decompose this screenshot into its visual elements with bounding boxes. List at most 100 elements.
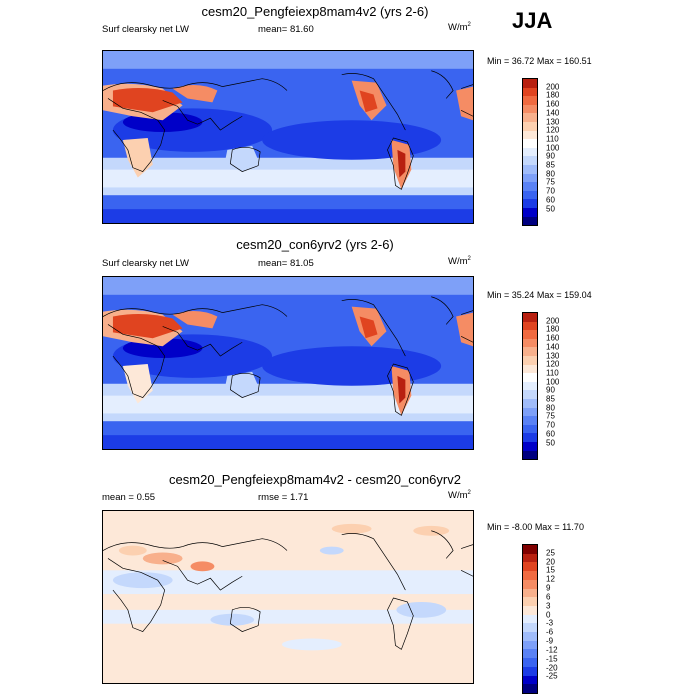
colorbar-tick-label: 200 bbox=[546, 316, 560, 326]
colorbar-swatch bbox=[523, 579, 537, 589]
colorbar-tick-label: 120 bbox=[546, 359, 560, 369]
colorbar-swatch bbox=[523, 164, 537, 174]
colorbar-swatch bbox=[523, 675, 537, 685]
colorbar-swatch bbox=[523, 545, 537, 554]
colorbar-swatch bbox=[523, 130, 537, 140]
panel2-units: W/m2 bbox=[448, 256, 471, 268]
panel3-rmse: rmse = 1.71 bbox=[258, 492, 308, 503]
panel1-units: W/m2 bbox=[448, 22, 471, 34]
colorbar-swatch bbox=[523, 87, 537, 97]
colorbar-tick-label: 75 bbox=[546, 177, 555, 187]
colorbar-swatch bbox=[523, 216, 537, 226]
colorbar-tick-label: 0 bbox=[546, 610, 551, 620]
colorbar-tick-label: 130 bbox=[546, 351, 560, 361]
colorbar-swatch bbox=[523, 649, 537, 659]
colorbar-tick-label: 70 bbox=[546, 420, 555, 430]
colorbar-swatch bbox=[523, 121, 537, 131]
panel3-mean: mean = 0.55 bbox=[102, 492, 155, 503]
panel2-variable-label: Surf clearsky net LW bbox=[102, 258, 189, 269]
colorbar-tick-label: -25 bbox=[546, 671, 558, 681]
colorbar-tick-label: -3 bbox=[546, 618, 554, 628]
panel1-mean-value: 81.60 bbox=[289, 24, 314, 35]
colorbar-swatch bbox=[523, 450, 537, 460]
colorbar-tick-label: 12 bbox=[546, 574, 555, 584]
colorbar-tick-label: 3 bbox=[546, 601, 551, 611]
colorbar-tick-label: -20 bbox=[546, 663, 558, 673]
colorbar-swatch bbox=[523, 562, 537, 572]
panel2-title: cesm20_con6yrv2 (yrs 2-6) bbox=[236, 237, 394, 252]
colorbar-swatch bbox=[523, 553, 537, 563]
colorbar-swatch bbox=[523, 330, 537, 339]
colorbar-swatch bbox=[523, 104, 537, 114]
colorbar-swatch bbox=[523, 614, 537, 624]
colorbar-swatch bbox=[523, 441, 537, 451]
colorbar-swatch bbox=[523, 416, 537, 425]
colorbar-tick-label: 80 bbox=[546, 169, 555, 179]
panel1-colorbar bbox=[522, 78, 538, 226]
colorbar-swatch bbox=[523, 381, 537, 391]
colorbar-swatch bbox=[523, 313, 537, 322]
colorbar-tick-label: 50 bbox=[546, 438, 555, 448]
colorbar-swatch bbox=[523, 684, 537, 693]
colorbar-tick-label: 110 bbox=[546, 368, 559, 378]
colorbar-tick-label: 140 bbox=[546, 108, 560, 118]
colorbar-swatch bbox=[523, 147, 537, 157]
colorbar-tick-label: 75 bbox=[546, 411, 555, 421]
colorbar-swatch bbox=[523, 605, 537, 615]
colorbar-tick-label: 140 bbox=[546, 342, 560, 352]
panel1-min-max: Min = 36.72 Max = 160.51 bbox=[487, 56, 592, 66]
colorbar-swatch bbox=[523, 640, 537, 650]
panel1-mean-label: mean= bbox=[258, 24, 288, 35]
colorbar-swatch bbox=[523, 173, 537, 183]
colorbar-tick-label: 25 bbox=[546, 548, 555, 558]
colorbar-swatch bbox=[523, 424, 537, 434]
colorbar-swatch bbox=[523, 199, 537, 208]
panel2-mean-value: 81.05 bbox=[289, 258, 314, 269]
colorbar-tick-label: 20 bbox=[546, 557, 555, 567]
colorbar-swatch bbox=[523, 207, 537, 217]
colorbar-tick-label: 80 bbox=[546, 403, 555, 413]
colorbar-swatch bbox=[523, 407, 537, 417]
colorbar-swatch bbox=[523, 113, 537, 122]
colorbar-tick-label: 90 bbox=[546, 385, 555, 395]
colorbar-tick-label: 110 bbox=[546, 134, 559, 144]
colorbar-swatch bbox=[523, 355, 537, 365]
colorbar-swatch bbox=[523, 433, 537, 442]
panel2-mean-label: mean= bbox=[258, 258, 288, 269]
panel2-map bbox=[102, 276, 474, 450]
colorbar-tick-label: -12 bbox=[546, 645, 558, 655]
colorbar-tick-label: 90 bbox=[546, 151, 555, 161]
panel2-min-max: Min = 35.24 Max = 159.04 bbox=[487, 290, 592, 300]
colorbar-swatch bbox=[523, 666, 537, 676]
colorbar-tick-label: 15 bbox=[546, 565, 555, 575]
panel3-min-max: Min = -8.00 Max = 11.70 bbox=[487, 522, 584, 532]
colorbar-tick-label: 70 bbox=[546, 186, 555, 196]
colorbar-tick-label: 180 bbox=[546, 324, 560, 334]
panel3-title: cesm20_Pengfeiexp8mam4v2 - cesm20_con6yr… bbox=[169, 472, 461, 487]
colorbar-swatch bbox=[523, 364, 537, 374]
colorbar-swatch bbox=[523, 571, 537, 580]
colorbar-tick-label: 6 bbox=[546, 592, 551, 602]
colorbar-tick-label: 160 bbox=[546, 99, 560, 109]
colorbar-tick-label: 85 bbox=[546, 160, 555, 170]
colorbar-tick-label: 180 bbox=[546, 90, 560, 100]
colorbar-tick-label: 9 bbox=[546, 583, 551, 593]
colorbar-tick-label: 120 bbox=[546, 125, 560, 135]
panel2-mean: mean= 81.05 bbox=[258, 258, 314, 269]
colorbar-swatch bbox=[523, 588, 537, 598]
panel3-colorbar bbox=[522, 544, 538, 694]
colorbar-swatch bbox=[523, 632, 537, 641]
panel3-difference-map bbox=[102, 510, 474, 684]
panel3-mean-label: mean = bbox=[102, 492, 134, 503]
colorbar-tick-label: 100 bbox=[546, 377, 560, 387]
colorbar-swatch bbox=[523, 79, 537, 88]
panel3-units: W/m2 bbox=[448, 490, 471, 502]
colorbar-tick-label: 60 bbox=[546, 195, 555, 205]
panel2-colorbar bbox=[522, 312, 538, 460]
panel1-title: cesm20_Pengfeiexp8mam4v2 (yrs 2-6) bbox=[201, 4, 429, 19]
colorbar-tick-label: 160 bbox=[546, 333, 560, 343]
panel3-rmse-label: rmse = bbox=[258, 492, 288, 503]
panel3-rmse-value: 1.71 bbox=[289, 492, 309, 503]
colorbar-swatch bbox=[523, 658, 537, 667]
colorbar-swatch bbox=[523, 597, 537, 606]
